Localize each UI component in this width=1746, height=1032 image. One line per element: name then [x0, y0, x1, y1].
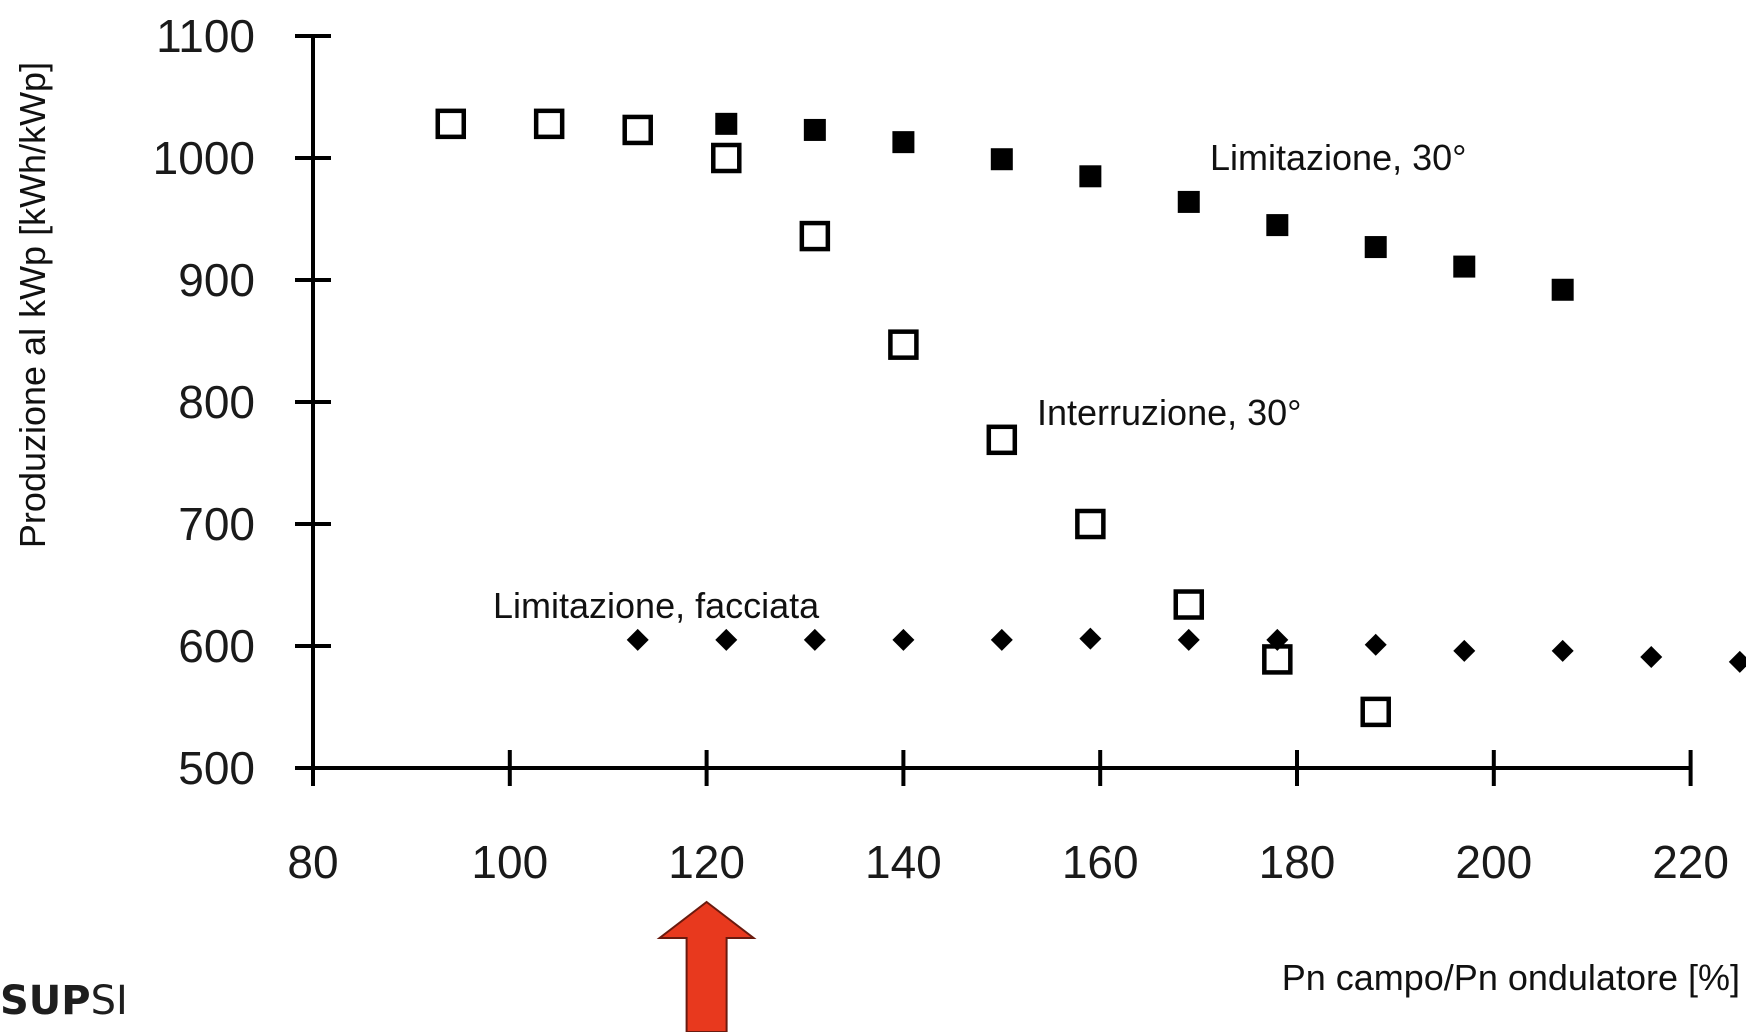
- annotation-limitazione-30: Limitazione, 30°: [1210, 137, 1467, 178]
- supsi-logo: SUPSI: [0, 978, 128, 1028]
- limitazione-facciata-point: [803, 628, 826, 651]
- limitazione-30-point: [715, 112, 738, 135]
- limitazione-facciata-point: [1079, 627, 1102, 650]
- logo-strong-text: SUP: [0, 978, 91, 1024]
- annotation-interruzione-30: Interruzione, 30°: [1037, 392, 1302, 433]
- limitazione-30-point: [892, 131, 915, 154]
- limitazione-facciata-point: [990, 628, 1013, 651]
- limitazione-facciata-point: [1266, 628, 1289, 651]
- x-tick-label: 160: [1062, 836, 1139, 888]
- x-tick-label: 80: [287, 836, 338, 888]
- x-axis-label: Pn campo/Pn ondulatore [%]: [1282, 957, 1740, 998]
- y-axis-ticks: 500 600 700 800 900 1000 1100: [153, 10, 331, 794]
- x-tick-label: 120: [668, 836, 745, 888]
- x-tick-label: 140: [865, 836, 942, 888]
- red-up-arrow: [656, 900, 757, 1032]
- limitazione-facciata-point: [1453, 639, 1476, 662]
- y-tick-label: 700: [178, 498, 255, 550]
- limitazione-30-point: [1079, 165, 1102, 188]
- interruzione-30-point: [435, 108, 467, 140]
- limitazione-30-point: [1266, 214, 1289, 237]
- limitazione-facciata-point: [1551, 639, 1574, 662]
- interruzione-30-point: [888, 329, 919, 360]
- limitazione-facciata-point: [626, 628, 649, 651]
- y-tick-label: 900: [178, 254, 255, 306]
- limitazione-30-point: [1364, 236, 1387, 259]
- interruzione-30-point: [986, 424, 1018, 456]
- interruzione-30-point: [1173, 589, 1205, 620]
- limitazione-30-point: [1177, 190, 1200, 213]
- x-tick-label: 180: [1259, 836, 1336, 888]
- limitazione-facciata-point: [1364, 633, 1387, 656]
- y-tick-label: 500: [178, 742, 255, 794]
- limitazione-facciata-point: [1728, 650, 1746, 673]
- interruzione-30-point: [711, 142, 742, 174]
- interruzione-30-point: [1075, 508, 1106, 540]
- limitazione-30-point: [990, 148, 1013, 171]
- interruzione-30-point: [533, 108, 565, 140]
- limitazione-facciata-point: [1177, 628, 1200, 651]
- x-tick-label: 100: [471, 836, 548, 888]
- interruzione-30-point: [799, 220, 831, 252]
- limitazione-30-point: [1453, 255, 1476, 278]
- annotation-limitazione-facciata: Limitazione, facciata: [493, 585, 820, 626]
- y-tick-label: 800: [178, 376, 255, 428]
- limitazione-facciata-point: [715, 628, 738, 651]
- interruzione-30-point: [622, 114, 653, 146]
- y-tick-label: 600: [178, 620, 255, 672]
- data-points: [435, 108, 1746, 728]
- logo-light-text: SI: [90, 978, 128, 1024]
- y-tick-label: 1000: [153, 132, 255, 184]
- y-tick-label: 1100: [156, 10, 255, 62]
- limitazione-30-point: [1551, 278, 1574, 301]
- limitazione-30-point: [803, 118, 826, 141]
- x-axis-ticks: 80 100 120 140 160 180 200 220: [287, 750, 1729, 888]
- y-axis-label: Produzione al kWp [kWh/kWp]: [12, 62, 53, 548]
- interruzione-30-point: [1360, 696, 1391, 728]
- x-tick-label: 220: [1652, 836, 1729, 888]
- x-tick-label: 200: [1455, 836, 1532, 888]
- limitazione-facciata-point: [1640, 645, 1663, 668]
- limitazione-facciata-point: [892, 628, 915, 651]
